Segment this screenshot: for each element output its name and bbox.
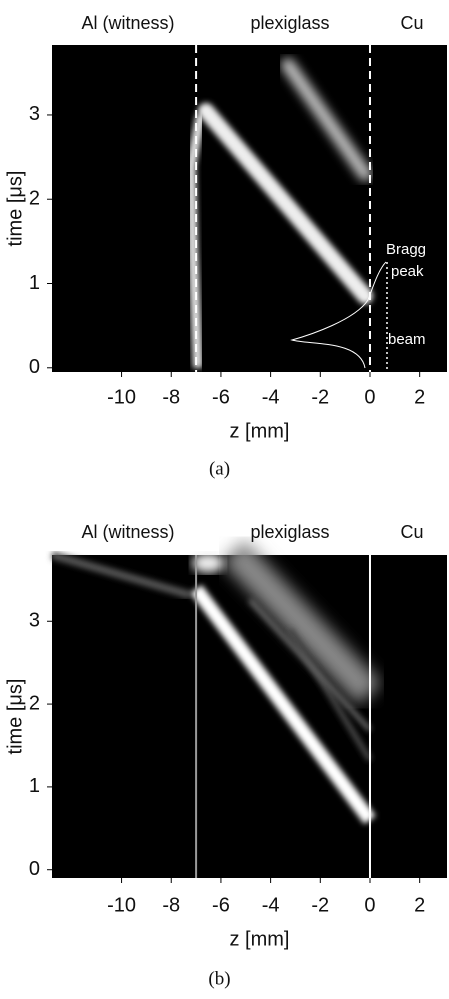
x-tick-label: 0 <box>364 386 375 408</box>
region-label: plexiglass <box>250 522 329 542</box>
x-tick-label: -10 <box>107 386 136 408</box>
annotation: peak <box>391 263 424 280</box>
y-tick-label: 0 <box>29 858 40 880</box>
y-tick-label: 2 <box>29 188 40 210</box>
x-tick-label: 0 <box>364 894 375 916</box>
streaks <box>50 539 382 825</box>
y-axis-label: time [μs] <box>4 171 26 247</box>
x-tick-label: 2 <box>414 894 425 916</box>
y-tick-label: 3 <box>29 610 40 632</box>
region-label: plexiglass <box>250 13 329 33</box>
image-background <box>52 555 447 878</box>
y-tick-label: 2 <box>29 692 40 714</box>
y-tick-label: 0 <box>29 356 40 378</box>
image-background <box>52 45 447 372</box>
caption: (a) <box>209 458 230 479</box>
x-tick-label: -4 <box>262 894 280 916</box>
region-label: Cu <box>400 13 423 33</box>
annotation: beam <box>388 331 426 348</box>
region-label: Cu <box>400 522 423 542</box>
y-axis-label: time [μs] <box>4 679 26 755</box>
x-axis-label: z [mm] <box>230 928 290 950</box>
y-tick-label: 1 <box>29 272 40 294</box>
x-tick-label: 2 <box>414 386 425 408</box>
x-tick-label: -2 <box>311 894 329 916</box>
x-tick-label: -8 <box>162 386 180 408</box>
x-tick-label: -10 <box>107 894 136 916</box>
region-label: Al (witness) <box>81 13 174 33</box>
x-tick-label: -6 <box>212 894 230 916</box>
x-tick-label: -4 <box>262 386 280 408</box>
y-tick-label: 3 <box>29 103 40 125</box>
y-tick-label: 1 <box>29 775 40 797</box>
x-tick-label: -8 <box>162 894 180 916</box>
x-tick-label: -6 <box>212 386 230 408</box>
annotation: Bragg <box>386 241 426 258</box>
caption: (b) <box>208 968 230 989</box>
x-tick-label: -2 <box>311 386 329 408</box>
region-label: Al (witness) <box>81 522 174 542</box>
x-axis-label: z [mm] <box>230 420 290 442</box>
